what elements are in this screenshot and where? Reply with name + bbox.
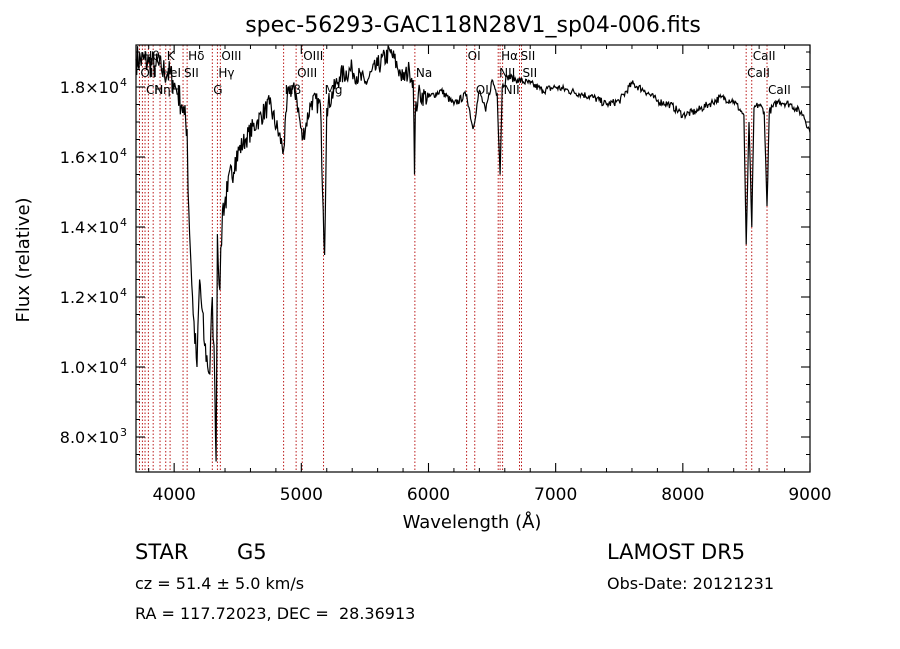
y-tick-label: 8.0×10 — [60, 428, 119, 447]
spectral-line-label: G — [213, 83, 222, 97]
y-tick-exponent: 3 — [120, 426, 127, 439]
x-tick-label: 5000 — [280, 485, 323, 505]
spectral-line-label: Hα — [501, 49, 518, 63]
spectral-line-label: OI — [468, 49, 481, 63]
spectral-line-label: Hγ — [218, 66, 234, 80]
spectral-line-label: CaII — [747, 66, 770, 80]
y-tick-label: 1.2×10 — [60, 288, 119, 307]
spectral-line-label: CaII — [753, 49, 776, 63]
spectral-line-label: SII — [521, 49, 536, 63]
spectral-line-label: OIII — [221, 49, 241, 63]
object-subclass: G5 — [237, 540, 267, 564]
x-axis-label: Wavelength (Å) — [403, 511, 542, 533]
observation-date: Obs-Date: 20121231 — [607, 574, 775, 593]
spectral-line-label: OII — [140, 66, 157, 80]
spectral-line-label: NII — [504, 83, 520, 97]
spectral-line-label: Hδ — [188, 49, 204, 63]
spectral-line-label: H — [171, 83, 180, 97]
redshift-readout: cz = 51.4 ± 5.0 km/s — [135, 574, 305, 593]
y-tick-label: 1.0×10 — [60, 358, 119, 377]
x-tick-label: 6000 — [407, 485, 450, 505]
spectral-line-label: CaII — [768, 83, 791, 97]
spectral-line-label: CN — [146, 83, 163, 97]
spectral-line-label: Na — [416, 66, 432, 80]
spectral-line-label: OIII — [297, 66, 317, 80]
x-axis: 4000 5000 6000 7000 8000 9000 — [148, 45, 832, 505]
y-tick-label: 1.6×10 — [60, 148, 119, 167]
plot-frame — [135, 44, 811, 473]
y-tick-label: 1.8×10 — [60, 78, 119, 97]
spectral-line-labels: OIIHθCNHηHeIKHSIIHδGHγOIIIHβOIIIOIIIMgNa… — [140, 49, 790, 97]
spectral-line-label: SII — [184, 66, 199, 80]
spectrum-series-line — [135, 45, 811, 462]
x-tick-label: 7000 — [534, 485, 577, 505]
spectral-line-label: Hη — [154, 83, 171, 97]
x-tick-label: 8000 — [661, 485, 704, 505]
chart-title: spec-56293-GAC118N28V1_sp04-006.fits — [245, 13, 701, 38]
spectral-line-label: OI — [476, 83, 489, 97]
y-tick-exponent: 4 — [120, 286, 127, 299]
y-tick-exponent: 4 — [120, 216, 127, 229]
spectral-line-label: K — [167, 49, 176, 63]
y-tick-exponent: 4 — [120, 76, 127, 89]
coordinates-readout: RA = 117.72023, DEC = 28.36913 — [135, 604, 416, 623]
y-tick-exponent: 4 — [120, 356, 127, 369]
y-tick-label: 1.4×10 — [60, 218, 119, 237]
y-axis: 8.0×10 31.0×10 41.2×10 41.4×10 41.6×10 41.8×1… — [60, 51, 810, 473]
spectral-line-markers — [138, 45, 768, 472]
survey-name: LAMOST DR5 — [607, 540, 746, 564]
object-class: STAR — [135, 540, 189, 564]
x-tick-label: 4000 — [153, 485, 196, 505]
spectral-line-label: SII — [522, 66, 537, 80]
y-axis-label: Flux (relative) — [13, 197, 34, 322]
y-tick-exponent: 4 — [120, 146, 127, 159]
x-tick-label: 9000 — [788, 485, 831, 505]
spectral-line-label: OIII — [303, 49, 323, 63]
